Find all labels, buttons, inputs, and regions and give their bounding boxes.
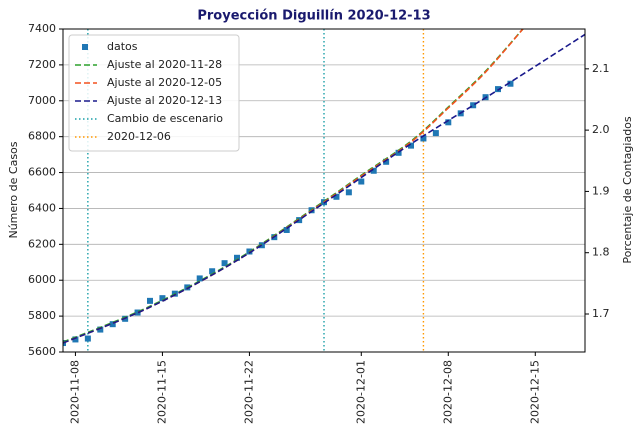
y2-tick-label: 2.1 [592, 62, 610, 75]
fit-line [63, 29, 524, 343]
y-tick-label: 7200 [28, 58, 56, 71]
legend-label: datos [107, 40, 138, 53]
data-point [408, 142, 414, 149]
y2-tick-label: 1.9 [592, 184, 610, 197]
plot-area [63, 29, 585, 352]
data-point [234, 254, 240, 261]
y-tick-label: 7400 [28, 22, 56, 35]
legend-label: Ajuste al 2020-12-13 [107, 94, 222, 107]
x-tick-label: 2020-12-01 [354, 360, 367, 424]
data-point [345, 189, 352, 196]
y-tick-label: 6400 [28, 201, 56, 214]
data-point [72, 336, 79, 343]
y2-tick-label: 1.7 [592, 307, 610, 320]
data-point [147, 297, 153, 304]
data-point [283, 226, 290, 233]
data-point [97, 326, 104, 333]
data-point [370, 167, 377, 174]
data-point [445, 119, 452, 126]
fit-line [63, 33, 585, 344]
y-tick-label: 5800 [28, 309, 56, 322]
y2-axis-label: Porcentaje de Contagiados [621, 116, 634, 264]
x-tick-label: 2020-11-15 [155, 360, 168, 424]
data-point [420, 135, 427, 142]
y2-tick-label: 2.0 [592, 123, 610, 136]
y-tick-label: 6600 [28, 166, 56, 179]
legend-box [68, 34, 240, 152]
data-point [196, 275, 203, 282]
data-point [84, 335, 91, 342]
chart-title: Proyección Diguillín 2020-12-13 [197, 9, 430, 24]
x-tick-label: 2020-12-08 [441, 360, 454, 424]
y-tick-label: 6000 [28, 273, 56, 286]
data-point [470, 102, 477, 109]
x-tick-label: 2020-11-22 [242, 360, 255, 424]
data-point [159, 295, 166, 302]
y-tick-label: 7000 [28, 94, 56, 107]
y-tick-label: 5600 [28, 345, 56, 358]
legend-label: Ajuste al 2020-11-28 [107, 58, 222, 71]
data-point [333, 193, 340, 200]
data-point [383, 158, 390, 165]
y-axis-label: Número de Casos [7, 141, 20, 238]
data-point [507, 80, 514, 87]
plot-frame [62, 28, 586, 353]
y-tick-label: 6800 [28, 130, 56, 143]
data-point [432, 130, 439, 137]
x-tick-label: 2020-12-15 [528, 360, 541, 424]
data-point [209, 268, 216, 275]
data-point [221, 260, 228, 267]
data-point [134, 309, 141, 316]
legend-label: Cambio de escenario [107, 112, 223, 125]
legend-label: 2020-12-06 [107, 130, 171, 143]
legend-label: Ajuste al 2020-12-05 [107, 76, 222, 89]
data-point [358, 178, 365, 185]
data-point [395, 149, 402, 156]
legend-marker [82, 44, 88, 50]
data-point [258, 242, 265, 249]
x-tick-label: 2020-11-08 [68, 360, 81, 424]
y-tick-label: 6200 [28, 237, 56, 250]
data-point [109, 321, 116, 328]
y2-tick-label: 1.8 [592, 246, 610, 259]
